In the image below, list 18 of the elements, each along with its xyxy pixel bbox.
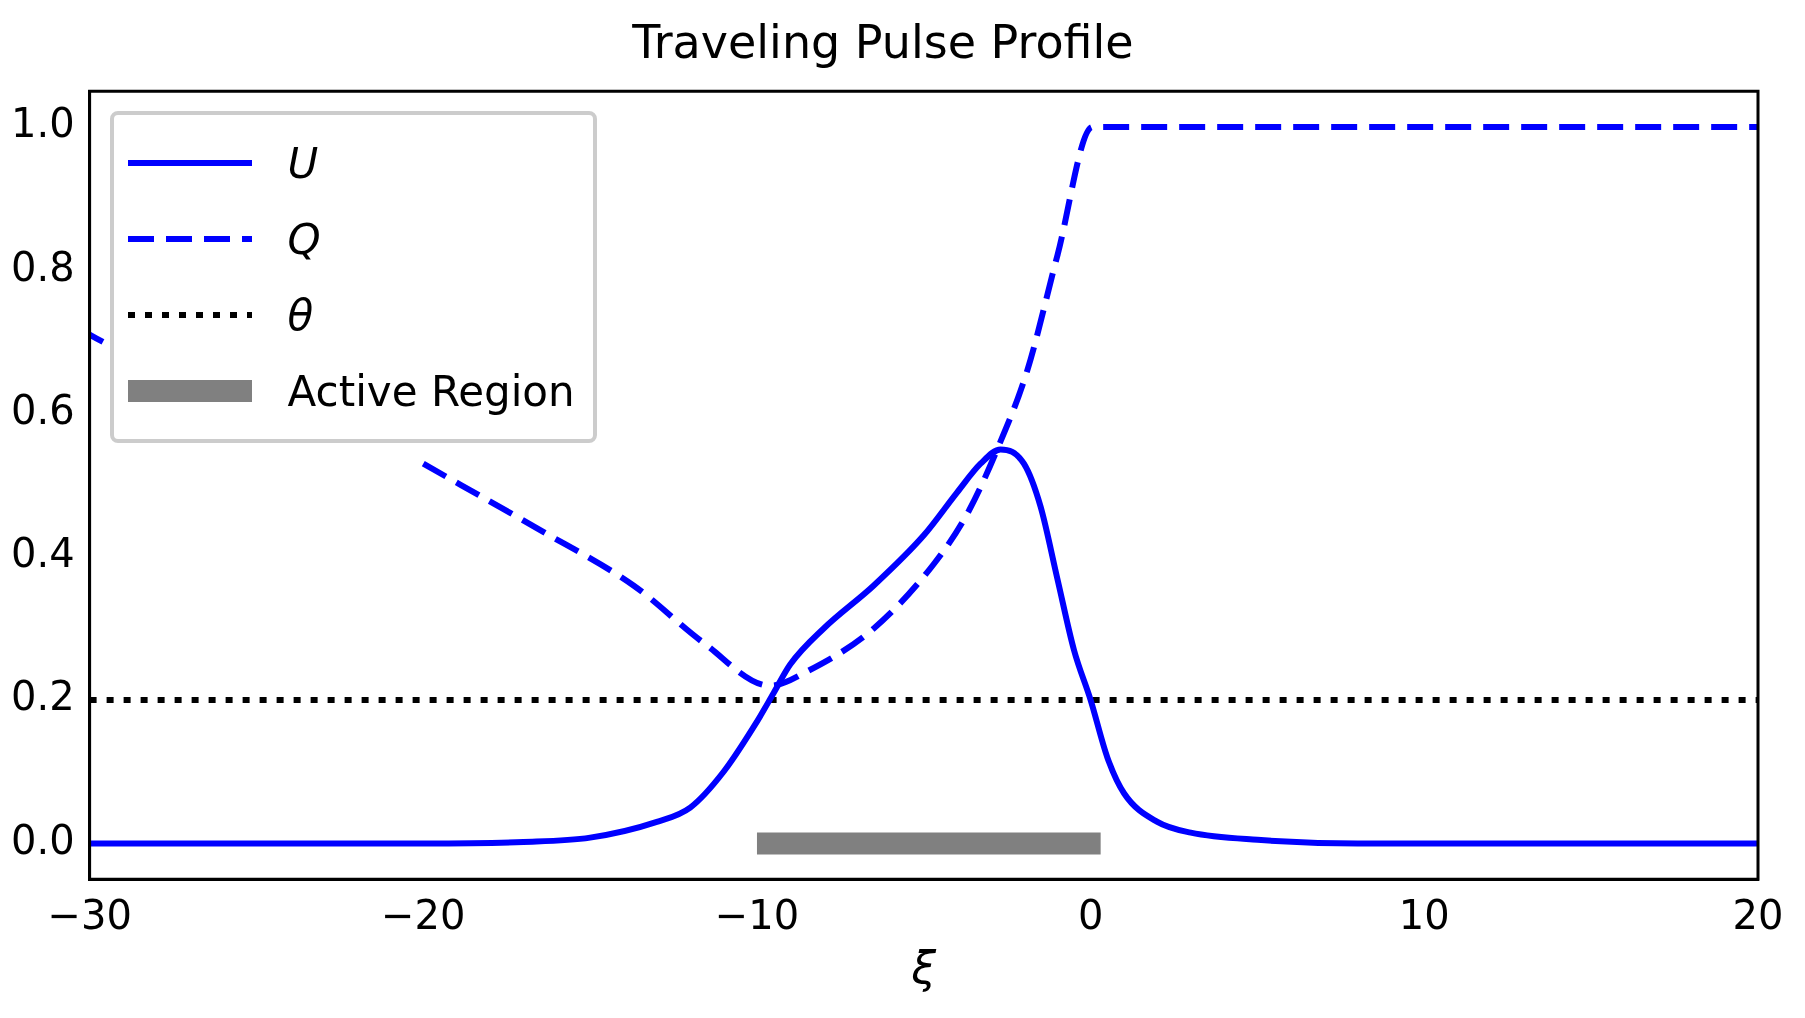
x-axis-title: ξ	[910, 942, 937, 994]
legend-label: Active Region	[287, 366, 575, 416]
legend-label: Q	[287, 214, 321, 264]
x-tick-label: −30	[47, 891, 132, 938]
x-tick-label: 20	[1732, 891, 1784, 938]
legend-label: U	[287, 138, 319, 188]
x-tick-label: 0	[1077, 891, 1104, 938]
y-tick-label: 0.2	[10, 673, 75, 720]
chart-title: Traveling Pulse Profile	[631, 14, 1134, 69]
y-tick-label: 0.8	[10, 243, 75, 290]
x-tick-label: 10	[1398, 891, 1450, 938]
x-tick-label: −10	[714, 891, 800, 938]
y-tick-label: 0.6	[10, 386, 75, 433]
y-tick-label: 1.0	[10, 100, 75, 147]
y-tick-label: 0.4	[10, 530, 75, 577]
y-tick-label: 0.0	[10, 816, 75, 863]
x-tick-label: −20	[381, 891, 466, 938]
legend-label: θ	[287, 290, 314, 340]
